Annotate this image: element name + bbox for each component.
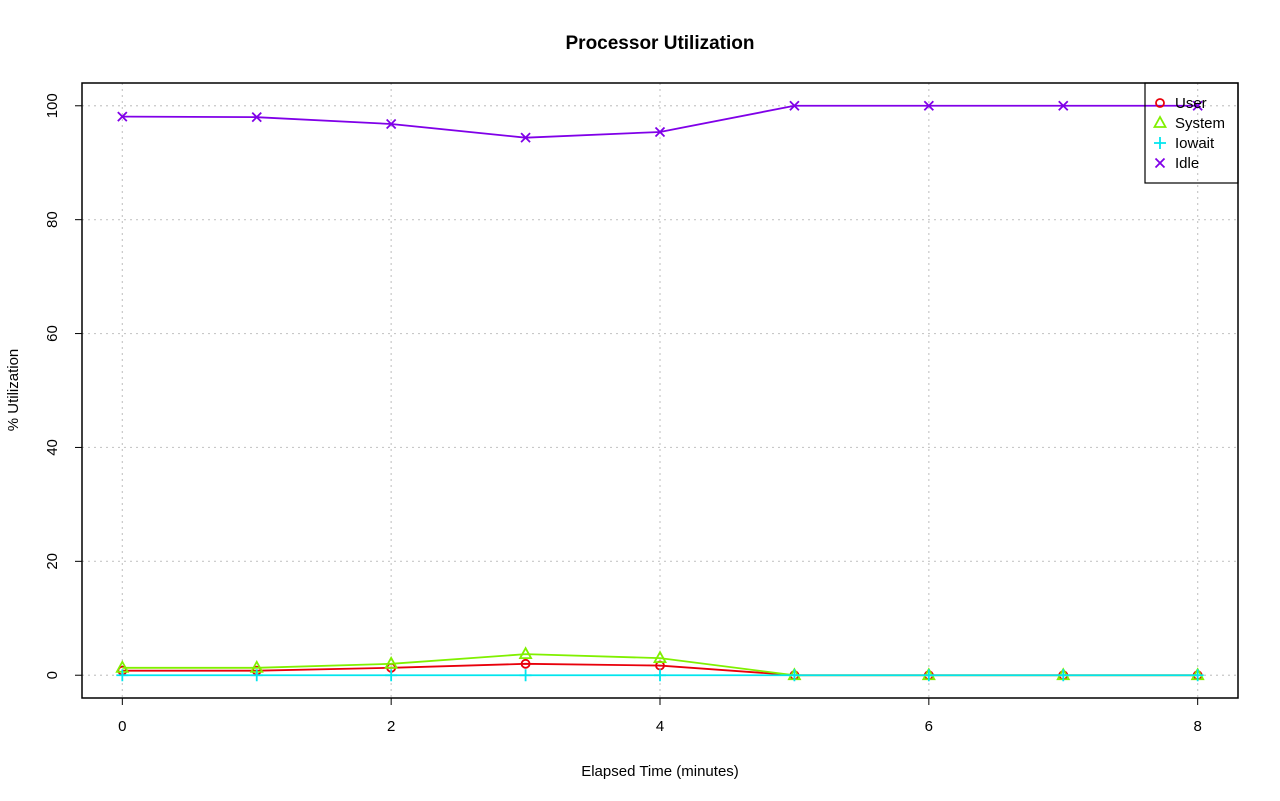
y-axis-label: % Utilization: [5, 349, 22, 432]
data-point-idle: [251, 112, 262, 123]
x-tick-label: 8: [1194, 718, 1202, 735]
legend-label-idle: Idle: [1175, 155, 1199, 172]
y-tick-label: 100: [44, 93, 61, 118]
data-point-iowait: [1191, 669, 1204, 682]
data-point-idle: [789, 100, 800, 111]
x-tick-label: 2: [387, 718, 395, 735]
chart-title: Processor Utilization: [566, 33, 755, 54]
legend-label-iowait: Iowait: [1175, 135, 1215, 152]
legend-marker-system: [1152, 115, 1168, 128]
legend-marker-idle: [1154, 157, 1166, 169]
legend: User System Iowait Idle: [1144, 82, 1239, 184]
data-point-iowait: [116, 669, 129, 682]
data-point-idle: [520, 132, 531, 143]
data-point-idle: [654, 126, 666, 138]
data-point-idle: [117, 111, 128, 122]
grid: [82, 83, 1238, 698]
legend-box: [1144, 82, 1239, 184]
data-point-iowait: [519, 669, 532, 682]
y-tick-label: 60: [44, 325, 61, 342]
data-point-system: [518, 646, 533, 660]
x-tick-label: 0: [118, 718, 126, 735]
data-point-system: [384, 655, 399, 669]
legend-marker-iowait: [1154, 137, 1166, 149]
data-point-idle: [386, 118, 397, 130]
series-layer: [115, 100, 1205, 682]
data-point-idle: [1058, 100, 1069, 111]
legend-label-system: System: [1175, 115, 1225, 132]
y-tick-label: 40: [44, 439, 61, 456]
x-tick-label: 6: [925, 718, 933, 735]
data-point-idle: [923, 100, 934, 111]
y-tick-label: 80: [44, 211, 61, 228]
data-point-iowait: [654, 669, 666, 682]
legend-marker-user: [1155, 98, 1165, 108]
data-point-user: [520, 658, 531, 669]
y-tick-label: 0: [44, 671, 61, 679]
data-point-iowait: [788, 669, 801, 682]
data-point-iowait: [385, 669, 398, 682]
data-point-iowait: [250, 669, 263, 682]
legend-label-user: User: [1175, 95, 1207, 112]
x-axis-label: Elapsed Time (minutes): [581, 763, 739, 780]
data-point-iowait: [1057, 669, 1070, 682]
data-point-iowait: [922, 669, 935, 682]
data-point-idle: [1192, 100, 1203, 111]
x-tick-label: 4: [656, 718, 664, 735]
data-point-system: [652, 650, 668, 664]
y-tick-label: 20: [44, 553, 61, 570]
